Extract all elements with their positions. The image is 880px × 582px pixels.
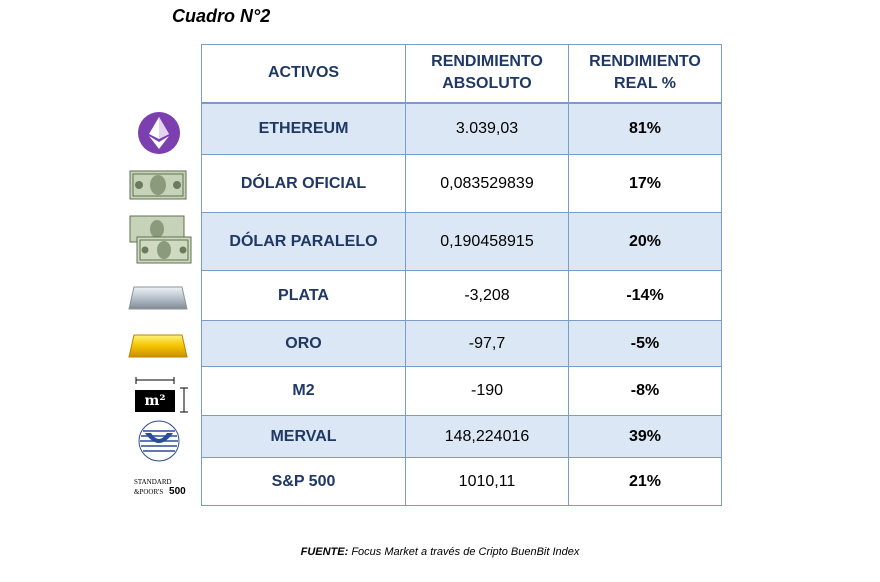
dollar-bill-icon — [128, 168, 188, 202]
source-text: Focus Market a través de Cripto BuenBit … — [348, 546, 580, 558]
asset-name: DÓLAR OFICIAL — [201, 154, 406, 213]
absolute-return: 148,224016 — [405, 415, 569, 458]
sp500-logo-icon: STANDARD &POOR'S 500 — [134, 478, 192, 508]
absolute-return: -97,7 — [405, 320, 569, 367]
silver-bar-icon — [128, 282, 188, 314]
real-return: -8% — [568, 366, 722, 416]
square-meter-label: m² — [144, 393, 166, 409]
asset-name: PLATA — [201, 270, 406, 321]
real-return: 39% — [568, 415, 722, 458]
real-return: 21% — [568, 457, 722, 506]
source-label: FUENTE: — [300, 546, 349, 558]
absolute-return: 0,083529839 — [405, 154, 569, 213]
real-return: 17% — [568, 154, 722, 213]
asset-name: ORO — [201, 320, 406, 367]
table-row: MERVAL 148,224016 39% — [201, 415, 722, 458]
header-real-line1: RENDIMIENTO — [589, 53, 701, 71]
source-footnote: FUENTE: Focus Market a través de Cripto … — [0, 546, 880, 558]
absolute-return: 0,190458915 — [405, 212, 569, 271]
asset-name: ETHEREUM — [201, 102, 406, 155]
asset-name: DÓLAR PARALELO — [201, 212, 406, 271]
header-real-return: RENDIMIENTO REAL % — [568, 44, 722, 104]
table-row: DÓLAR OFICIAL 0,083529839 17% — [201, 154, 722, 213]
header-real-line2: REAL % — [614, 75, 676, 93]
table-row: PLATA -3,208 -14% — [201, 270, 722, 321]
dollar-bills-stack-icon — [128, 214, 194, 266]
ethereum-icon — [136, 110, 182, 156]
table-row: S&P 500 1010,11 21% — [201, 457, 722, 506]
absolute-return: -3,208 — [405, 270, 569, 321]
header-absolute-line1: RENDIMIENTO — [431, 53, 543, 71]
returns-table: ACTIVOS RENDIMIENTO ABSOLUTO RENDIMIENTO… — [201, 44, 722, 506]
table-row: ETHEREUM 3.039,03 81% — [201, 102, 722, 155]
square-meter-icon: m² — [132, 376, 192, 414]
table-row: DÓLAR PARALELO 0,190458915 20% — [201, 212, 722, 271]
real-return: -14% — [568, 270, 722, 321]
real-return: 20% — [568, 212, 722, 271]
absolute-return: -190 — [405, 366, 569, 416]
table-caption: Cuadro N°2 — [172, 6, 271, 26]
header-absolute-line2: ABSOLUTO — [442, 75, 532, 93]
gold-bar-icon — [128, 330, 188, 362]
header-absolute-return: RENDIMIENTO ABSOLUTO — [405, 44, 569, 104]
sp500-line2: &POOR'S — [134, 488, 164, 496]
sp500-line1: STANDARD — [134, 478, 172, 486]
table-row: M2 -190 -8% — [201, 366, 722, 416]
real-return: -5% — [568, 320, 722, 367]
absolute-return: 1010,11 — [405, 457, 569, 506]
merval-logo-icon — [136, 418, 182, 464]
asset-name: MERVAL — [201, 415, 406, 458]
header-row: ACTIVOS RENDIMIENTO ABSOLUTO RENDIMIENTO… — [201, 44, 722, 104]
asset-name: M2 — [201, 366, 406, 416]
sp500-number: 500 — [169, 486, 186, 497]
real-return: 81% — [568, 102, 722, 155]
header-assets: ACTIVOS — [201, 44, 406, 104]
table-row: ORO -97,7 -5% — [201, 320, 722, 367]
asset-name: S&P 500 — [201, 457, 406, 506]
absolute-return: 3.039,03 — [405, 102, 569, 155]
